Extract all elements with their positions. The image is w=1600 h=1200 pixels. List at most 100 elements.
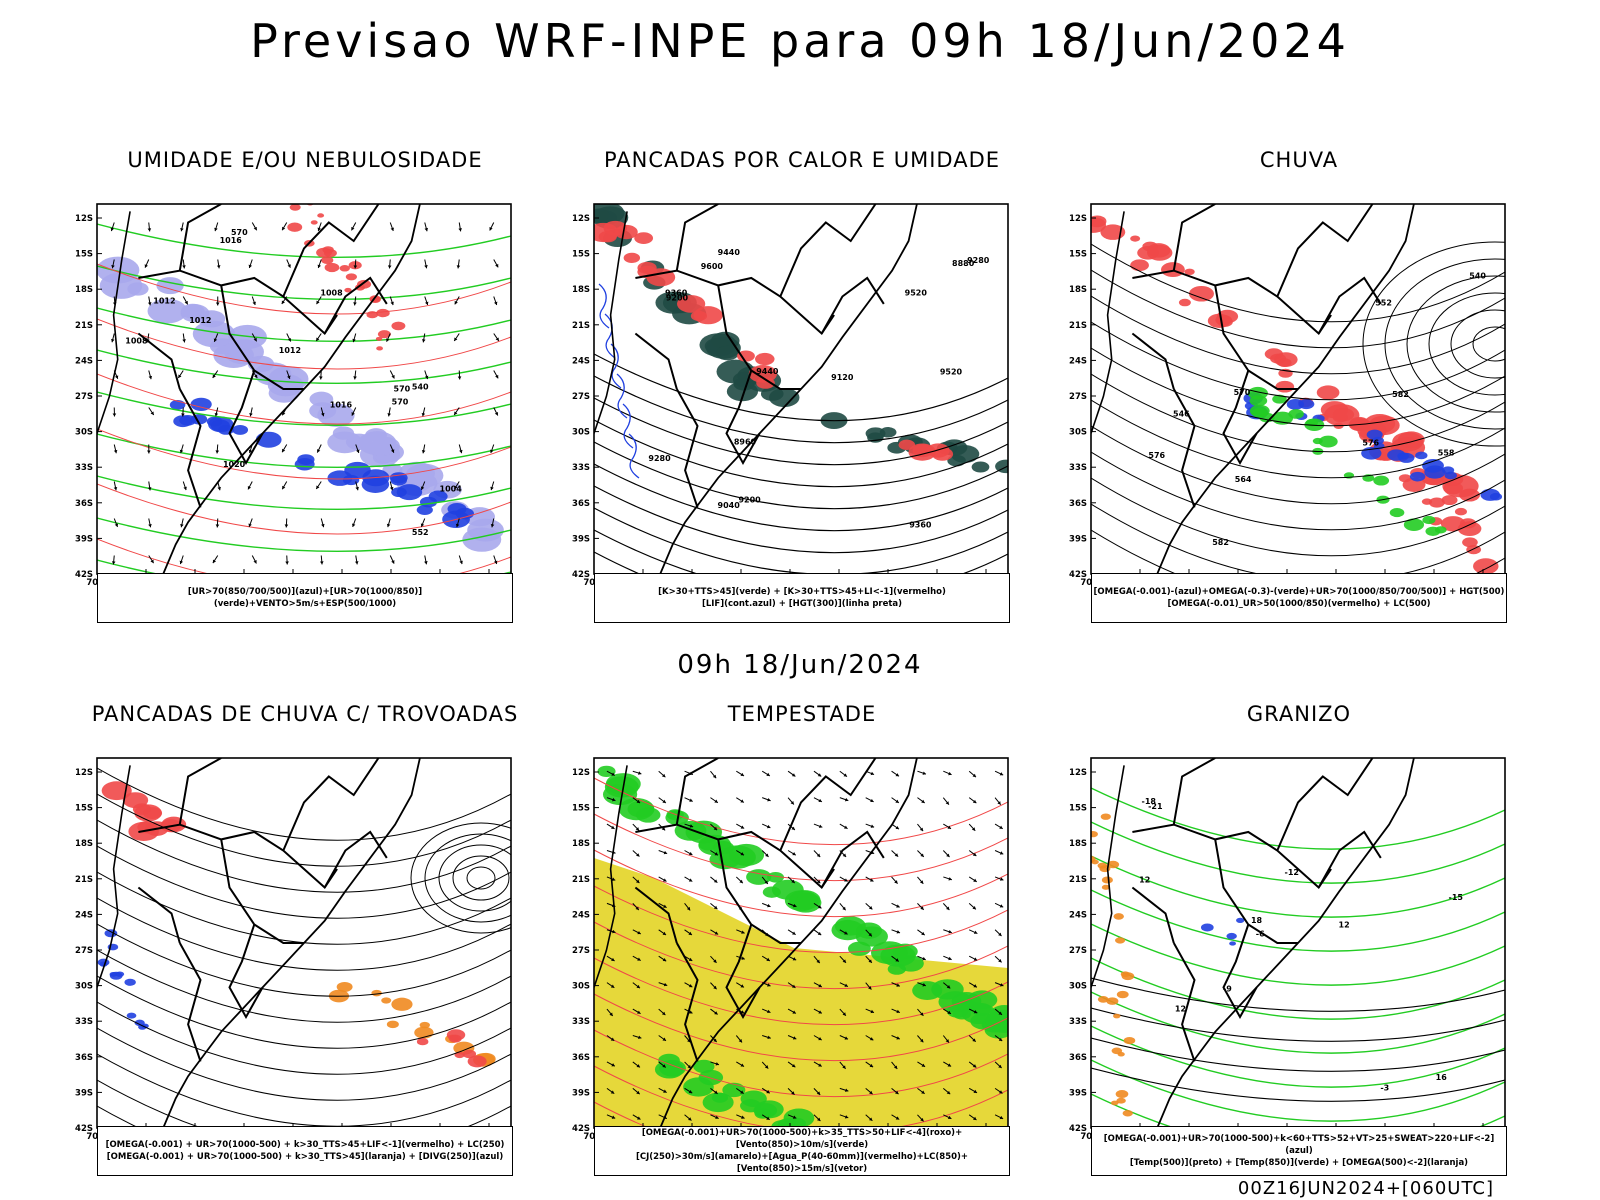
border-line xyxy=(178,388,202,508)
lifted-condensation-contour xyxy=(594,993,1008,1062)
lif-contour xyxy=(622,403,634,449)
wind-vector xyxy=(688,1117,692,1121)
wind-vector xyxy=(636,799,641,803)
contour-label: 546 xyxy=(1173,410,1190,419)
lat-label: 36S xyxy=(572,1053,590,1063)
wind-vector xyxy=(688,878,693,882)
lat-label: 24S xyxy=(75,356,93,366)
border-line xyxy=(1222,924,1258,1020)
instability-area xyxy=(677,295,706,313)
wind-vector xyxy=(317,449,321,453)
moisture-area xyxy=(377,330,391,339)
wind-vector xyxy=(248,264,253,269)
wind-vector xyxy=(792,852,796,856)
coastline xyxy=(594,765,628,988)
border-line xyxy=(137,886,181,944)
wind-vector xyxy=(610,1037,615,1041)
wind-area xyxy=(654,1060,684,1079)
wind-vector xyxy=(948,771,952,776)
wind-vector xyxy=(868,986,872,990)
lifted-condensation-contour xyxy=(594,849,1008,918)
lif-contour xyxy=(639,511,642,513)
wind-vector xyxy=(687,1064,691,1069)
wind-vector xyxy=(997,801,1001,805)
wind-vector xyxy=(351,412,355,416)
map-chuva: 582 576 570 564 558 552 546 540 582 576 12S 15S 18S 2… xyxy=(1069,203,1506,588)
wind-vector xyxy=(791,1063,796,1068)
wind-vector xyxy=(424,301,429,306)
wind-vector xyxy=(946,906,950,910)
wind-vector xyxy=(896,1009,900,1014)
contour-label: 8960 xyxy=(734,437,757,446)
wind-vector xyxy=(147,450,151,454)
wind-vector xyxy=(919,827,924,832)
divergence-area xyxy=(97,958,110,967)
wind-vector xyxy=(844,931,848,935)
height-contour xyxy=(1091,321,1505,401)
lat-label: 24S xyxy=(1069,356,1087,366)
wind-vector xyxy=(791,826,795,830)
border-line xyxy=(1222,370,1258,466)
lat-label: 39S xyxy=(1069,534,1087,544)
wind-vector xyxy=(844,825,848,829)
wind-area xyxy=(711,1092,728,1103)
lif-contour xyxy=(634,436,637,438)
omega-area xyxy=(1398,452,1415,463)
omega-area xyxy=(1100,813,1111,820)
humidity-area xyxy=(190,397,212,411)
streamline xyxy=(97,975,511,1049)
contour-label: 570 xyxy=(392,397,409,406)
lif-contour xyxy=(615,318,618,320)
height-contour xyxy=(1091,243,1505,323)
wind-vector xyxy=(945,1039,949,1043)
lat-label: 36S xyxy=(1069,1053,1087,1063)
wind-vector xyxy=(792,957,797,961)
moisture-area xyxy=(324,262,340,273)
border-line xyxy=(138,823,338,890)
wind-area xyxy=(834,916,866,936)
wind-vector xyxy=(253,226,257,231)
lif-contour xyxy=(628,433,640,479)
lif-contour xyxy=(625,389,628,391)
omega-area xyxy=(1106,997,1119,1005)
wind-vector xyxy=(792,1115,797,1119)
instability-area xyxy=(690,310,708,322)
wind-vector xyxy=(316,300,320,305)
wind-vector xyxy=(971,827,976,831)
lat-label: 36S xyxy=(1069,499,1087,509)
contour-label: 1012 xyxy=(189,316,211,325)
wind-vector xyxy=(972,852,977,856)
convective-area xyxy=(715,345,739,361)
wind-area xyxy=(754,1108,772,1119)
contour-label: 9200 xyxy=(666,294,689,303)
wind-vector xyxy=(637,771,642,775)
wind-vector xyxy=(870,824,875,828)
wind-vector xyxy=(212,559,217,564)
wind-vector xyxy=(355,486,359,491)
wind-vector xyxy=(818,798,822,803)
border-line xyxy=(725,924,761,1020)
streamline xyxy=(97,871,511,945)
wind-vector xyxy=(113,486,118,491)
wind-vector xyxy=(611,957,615,961)
contour-label: 582 xyxy=(1212,538,1229,547)
divergence-area xyxy=(124,978,136,986)
wind-vector xyxy=(253,559,257,564)
wind-vector xyxy=(317,264,321,268)
lifted-condensation-contour xyxy=(594,921,1008,990)
lat-label: 36S xyxy=(75,499,93,509)
temp850-contour xyxy=(1091,855,1505,918)
wind-vector xyxy=(972,773,976,778)
border-line xyxy=(1214,839,1298,944)
circulation-streamline xyxy=(452,855,510,901)
rain-area xyxy=(1364,414,1396,434)
wind-vector xyxy=(998,1064,1002,1069)
convective-area xyxy=(971,461,990,473)
wind-area xyxy=(961,1000,978,1011)
wind-vector xyxy=(766,824,771,829)
wind-vector xyxy=(611,877,616,881)
contour-label: 552 xyxy=(1375,299,1392,308)
wind-vector xyxy=(714,1011,718,1015)
contour-label: 552 xyxy=(412,528,429,537)
contour-line xyxy=(97,373,511,425)
